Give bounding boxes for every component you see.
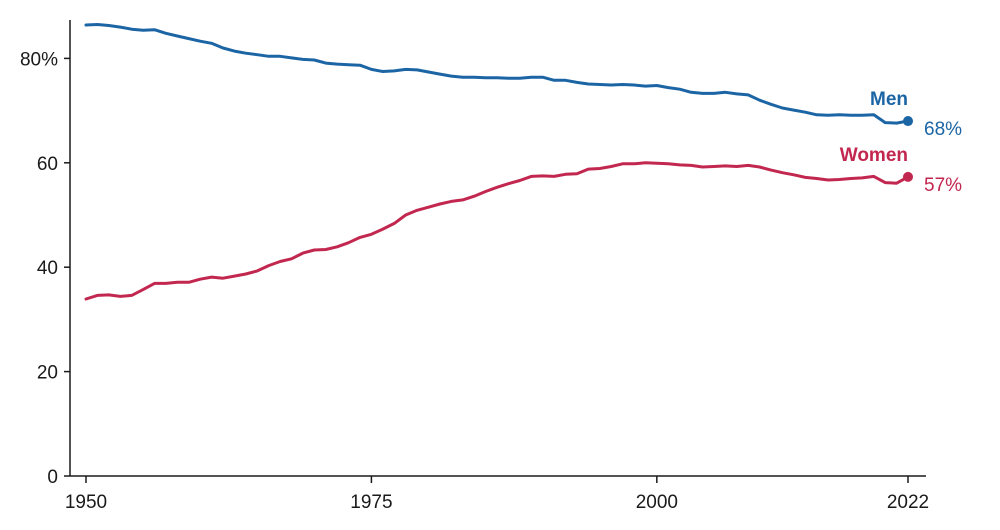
series-lines	[84, 23, 913, 301]
series-labels: Men 68% Women 57%	[840, 89, 962, 196]
y-tick-label: 0	[47, 467, 58, 488]
women-end-value-label: 57%	[924, 175, 962, 196]
men-end-point	[903, 116, 913, 127]
men-series-line	[84, 23, 910, 125]
x-ticks: 1950 1975 2000 2022	[65, 476, 929, 513]
x-tick-label: 2022	[887, 492, 929, 513]
y-tick-label: 40	[37, 258, 58, 279]
x-tick-label: 2000	[636, 492, 678, 513]
x-tick-label: 1950	[65, 492, 107, 513]
women-series-line	[84, 161, 910, 301]
x-tick-label: 1975	[350, 492, 392, 513]
women-series-label: Women	[840, 145, 908, 166]
y-tick-label: 20	[37, 363, 58, 384]
women-end-point	[903, 171, 913, 182]
y-ticks: 0 20 40 60 80%	[20, 49, 70, 488]
y-tick-label: 60	[37, 154, 58, 175]
men-end-value-label: 68%	[924, 119, 962, 140]
axes	[69, 20, 926, 477]
men-series-label: Men	[870, 89, 908, 110]
y-tick-label: 80%	[20, 49, 58, 70]
